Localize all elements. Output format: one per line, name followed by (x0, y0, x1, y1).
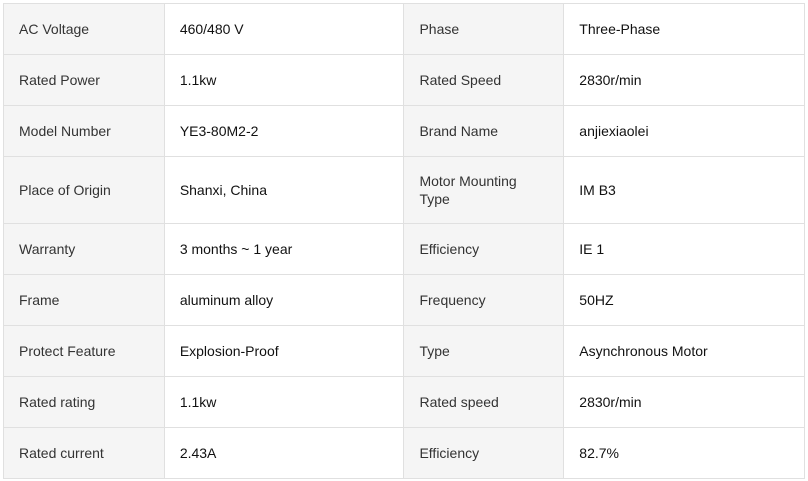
spec-label: Frame (3, 274, 165, 326)
spec-label: Efficiency (403, 427, 565, 479)
spec-value: Three-Phase (563, 3, 805, 55)
spec-label: Rated speed (403, 376, 565, 428)
spec-label: Frequency (403, 274, 565, 326)
spec-value: 2830r/min (563, 376, 805, 428)
table-row: Frame aluminum alloy Frequency 50HZ (3, 274, 805, 326)
spec-value: anjiexiaolei (563, 105, 805, 157)
spec-value: YE3-80M2-2 (163, 105, 405, 157)
spec-label: Place of Origin (3, 156, 165, 224)
spec-table: AC Voltage 460/480 V Phase Three-Phase Rated… (3, 3, 805, 479)
table-row: Place of Origin Shanxi, China Motor Mounti… (3, 156, 805, 224)
spec-value: 3 months ~ 1 year (163, 223, 405, 275)
spec-value: 2830r/min (563, 54, 805, 106)
spec-label: Rated rating (3, 376, 165, 428)
spec-value: IE 1 (563, 223, 805, 275)
spec-label: AC Voltage (3, 3, 165, 55)
spec-value: 1.1kw (163, 376, 405, 428)
spec-label: Type (403, 325, 565, 377)
spec-label: Rated current (3, 427, 165, 479)
spec-label: Brand Name (403, 105, 565, 157)
spec-label: Motor Mounting Type (403, 156, 565, 224)
spec-label: Rated Power (3, 54, 165, 106)
spec-value: 1.1kw (163, 54, 405, 106)
table-row: Rated rating 1.1kw Rated speed 2830r/min (3, 376, 805, 428)
spec-value: Explosion-Proof (163, 325, 405, 377)
spec-value: IM B3 (563, 156, 805, 224)
spec-label: Protect Feature (3, 325, 165, 377)
spec-value: Asynchronous Motor (563, 325, 805, 377)
spec-label: Warranty (3, 223, 165, 275)
spec-value: 460/480 V (163, 3, 405, 55)
spec-label: Rated Speed (403, 54, 565, 106)
table-row: Model Number YE3-80M2-2 Brand Name anjiexia… (3, 105, 805, 157)
spec-value: 50HZ (563, 274, 805, 326)
table-row: Protect Feature Explosion-Proof Type Asynch… (3, 325, 805, 377)
spec-label: Efficiency (403, 223, 565, 275)
table-row: AC Voltage 460/480 V Phase Three-Phase (3, 3, 805, 55)
table-row: Warranty 3 months ~ 1 year Efficiency IE 1 (3, 223, 805, 275)
table-row: Rated current 2.43A Efficiency 82.7% (3, 427, 805, 479)
table-row: Rated Power 1.1kw Rated Speed 2830r/min (3, 54, 805, 106)
spec-value: aluminum alloy (163, 274, 405, 326)
spec-value: 2.43A (163, 427, 405, 479)
spec-value: 82.7% (563, 427, 805, 479)
spec-value: Shanxi, China (163, 156, 405, 224)
spec-label: Phase (403, 3, 565, 55)
spec-label: Model Number (3, 105, 165, 157)
